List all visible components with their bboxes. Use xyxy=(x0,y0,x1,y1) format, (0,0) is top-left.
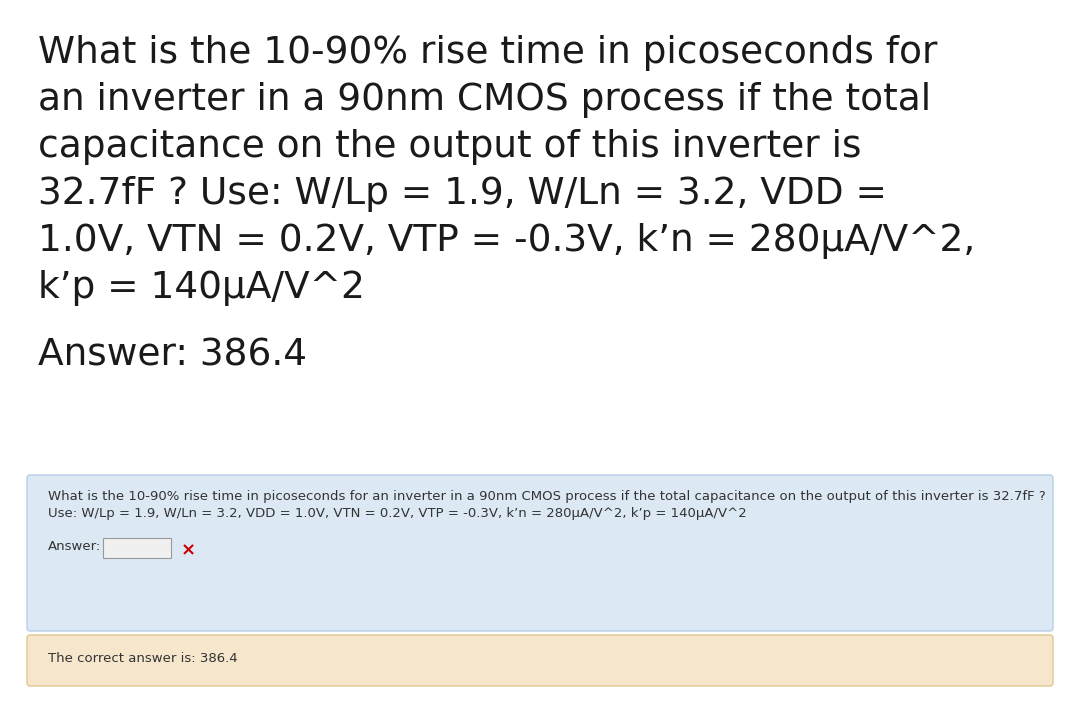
Text: What is the 10-90% rise time in picoseconds for: What is the 10-90% rise time in picoseco… xyxy=(38,35,937,71)
Text: an inverter in a 90nm CMOS process if the total: an inverter in a 90nm CMOS process if th… xyxy=(38,82,931,118)
Text: Answer: 386.4: Answer: 386.4 xyxy=(38,337,307,373)
Text: Use: W/Lp = 1.9, W/Ln = 3.2, VDD = 1.0V, VTN = 0.2V, VTP = -0.3V, k’n = 280μA/V^: Use: W/Lp = 1.9, W/Ln = 3.2, VDD = 1.0V,… xyxy=(48,507,746,520)
Text: ×: × xyxy=(181,541,197,559)
FancyBboxPatch shape xyxy=(27,475,1053,631)
FancyBboxPatch shape xyxy=(103,538,171,558)
Text: What is the 10-90% rise time in picoseconds for an inverter in a 90nm CMOS proce: What is the 10-90% rise time in picoseco… xyxy=(48,490,1045,503)
FancyBboxPatch shape xyxy=(27,635,1053,686)
Text: The correct answer is: 386.4: The correct answer is: 386.4 xyxy=(48,652,238,665)
Text: Answer:: Answer: xyxy=(48,540,102,553)
Text: k’p = 140μA/V^2: k’p = 140μA/V^2 xyxy=(38,270,365,306)
Text: 32.7fF ? Use: W/Lp = 1.9, W/Ln = 3.2, VDD =: 32.7fF ? Use: W/Lp = 1.9, W/Ln = 3.2, VD… xyxy=(38,176,887,212)
Text: 1.0V, VTN = 0.2V, VTP = -0.3V, k’n = 280μA/V^2,: 1.0V, VTN = 0.2V, VTP = -0.3V, k’n = 280… xyxy=(38,223,975,259)
Text: capacitance on the output of this inverter is: capacitance on the output of this invert… xyxy=(38,129,862,165)
